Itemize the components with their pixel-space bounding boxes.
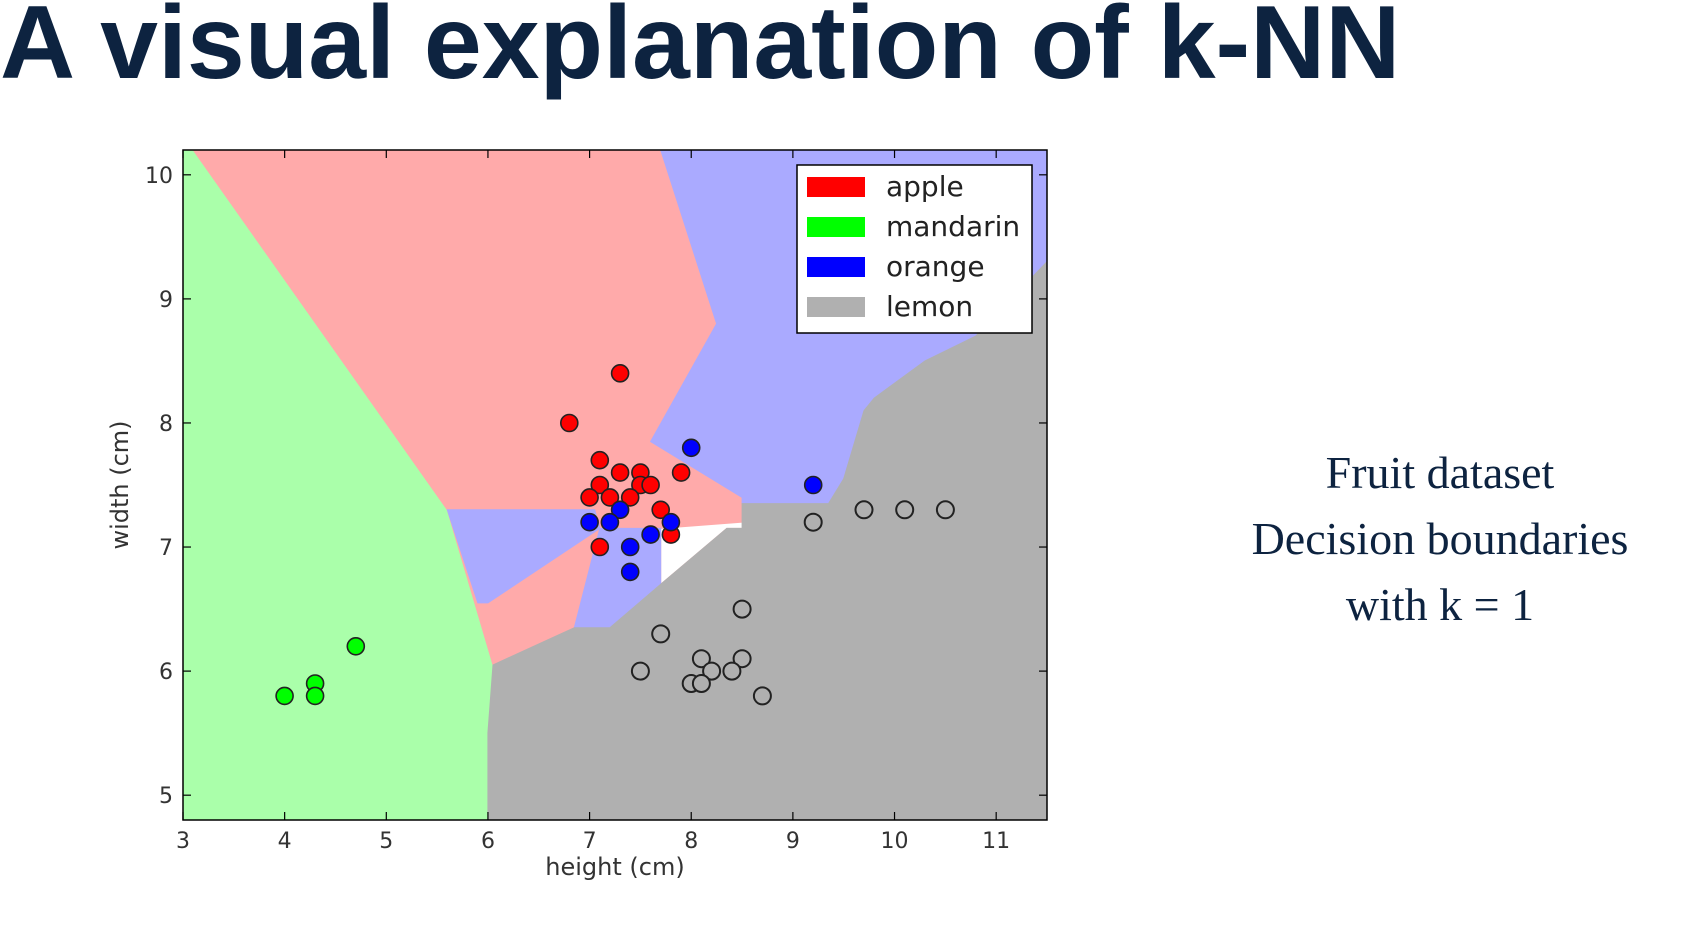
point-orange-1 [803, 475, 823, 495]
decision-boundary-chart: 3 4 5 6 7 8 9 10 11 5 6 7 8 9 10 height (cm) width (cm… [106, 149, 1048, 881]
point-lemon-1 [895, 500, 915, 520]
point-apple-14 [590, 537, 610, 557]
point-apple-8 [641, 475, 660, 495]
point-lemon-8 [630, 661, 650, 681]
point-apple-0 [610, 364, 630, 383]
x-tick-label-9: 9 [786, 829, 800, 854]
legend-swatch-lemon [807, 297, 865, 317]
y-axis-label: width (cm) [106, 420, 134, 549]
y-tick-label-8: 8 [159, 412, 173, 437]
x-axis-label: height (cm) [545, 853, 684, 881]
x-tick-label-6: 6 [481, 829, 495, 854]
point-lemon-5 [651, 624, 671, 644]
slide-title-text: A visual explanation of k-NN classifiers [0, 0, 1401, 122]
point-lemon-9 [702, 661, 722, 681]
point-apple-3 [610, 463, 630, 482]
caption-line-3: with k = 1 [1345, 579, 1535, 630]
point-apple-9 [580, 488, 599, 507]
point-lemon-4 [732, 599, 752, 619]
point-lemon-12 [691, 674, 711, 693]
slide-title: A visual explanation of k-NN classifiers [0, 0, 1686, 122]
legend-label-lemon: lemon [886, 290, 973, 323]
point-mandarin-0 [346, 636, 366, 656]
point-orange-3 [580, 512, 599, 532]
point-apple-12 [651, 500, 671, 520]
point-lemon-2 [935, 500, 955, 520]
y-tick-label-10: 10 [145, 164, 173, 189]
point-mandarin-2 [275, 686, 294, 706]
y-tick-label-6: 6 [159, 660, 173, 685]
legend-label-apple: apple [886, 170, 964, 203]
legend-swatch-apple [807, 177, 865, 197]
legend-label-mandarin: mandarin [886, 210, 1020, 243]
point-orange-4 [600, 512, 620, 532]
point-lemon-0 [854, 500, 874, 520]
caption-line-2: Decision boundaries [1251, 513, 1629, 564]
y-tick-label-9: 9 [159, 288, 173, 313]
point-lemon-13 [752, 686, 772, 706]
point-orange-8 [620, 562, 640, 582]
point-orange-2 [610, 500, 630, 520]
x-tick-label-7: 7 [583, 829, 597, 854]
x-tick-label-3: 3 [176, 829, 190, 854]
point-apple-10 [600, 488, 620, 507]
plot-frame [182, 149, 1048, 821]
y-tick-label-5: 5 [159, 784, 173, 809]
legend-swatch-orange [807, 257, 865, 277]
point-orange-0 [681, 438, 701, 458]
y-tick-label-7: 7 [159, 536, 173, 561]
point-apple-5 [671, 463, 691, 482]
point-orange-5 [661, 512, 681, 532]
caption-line-1: Fruit dataset [1325, 447, 1555, 498]
legend: apple mandarin orange lemon [796, 164, 1033, 334]
point-lemon-7 [732, 649, 752, 669]
region-orange-3 [446, 509, 601, 604]
x-tick-label-8: 8 [684, 829, 698, 854]
x-tick-label-11: 11 [982, 829, 1010, 854]
point-orange-6 [641, 525, 660, 544]
point-lemon-10 [722, 661, 742, 681]
point-mandarin-3 [305, 686, 325, 706]
legend-swatch-mandarin [807, 217, 865, 237]
x-tick-label-4: 4 [278, 829, 292, 854]
axis-ticks: 3 4 5 6 7 8 9 10 11 5 6 7 8 9 10 [145, 150, 1047, 854]
point-orange-7 [620, 537, 640, 557]
legend-label-orange: orange [886, 250, 985, 283]
point-apple-2 [590, 450, 610, 470]
point-lemon-6 [691, 649, 711, 669]
x-tick-label-10: 10 [881, 829, 909, 854]
x-tick-label-5: 5 [379, 829, 393, 854]
point-apple-1 [559, 413, 579, 433]
point-apple-11 [620, 488, 640, 507]
point-lemon-3 [803, 512, 823, 532]
point-apple-6 [590, 475, 610, 495]
data-points [275, 364, 955, 706]
side-caption: Fruit dataset Decision boundaries with k… [1220, 440, 1660, 638]
